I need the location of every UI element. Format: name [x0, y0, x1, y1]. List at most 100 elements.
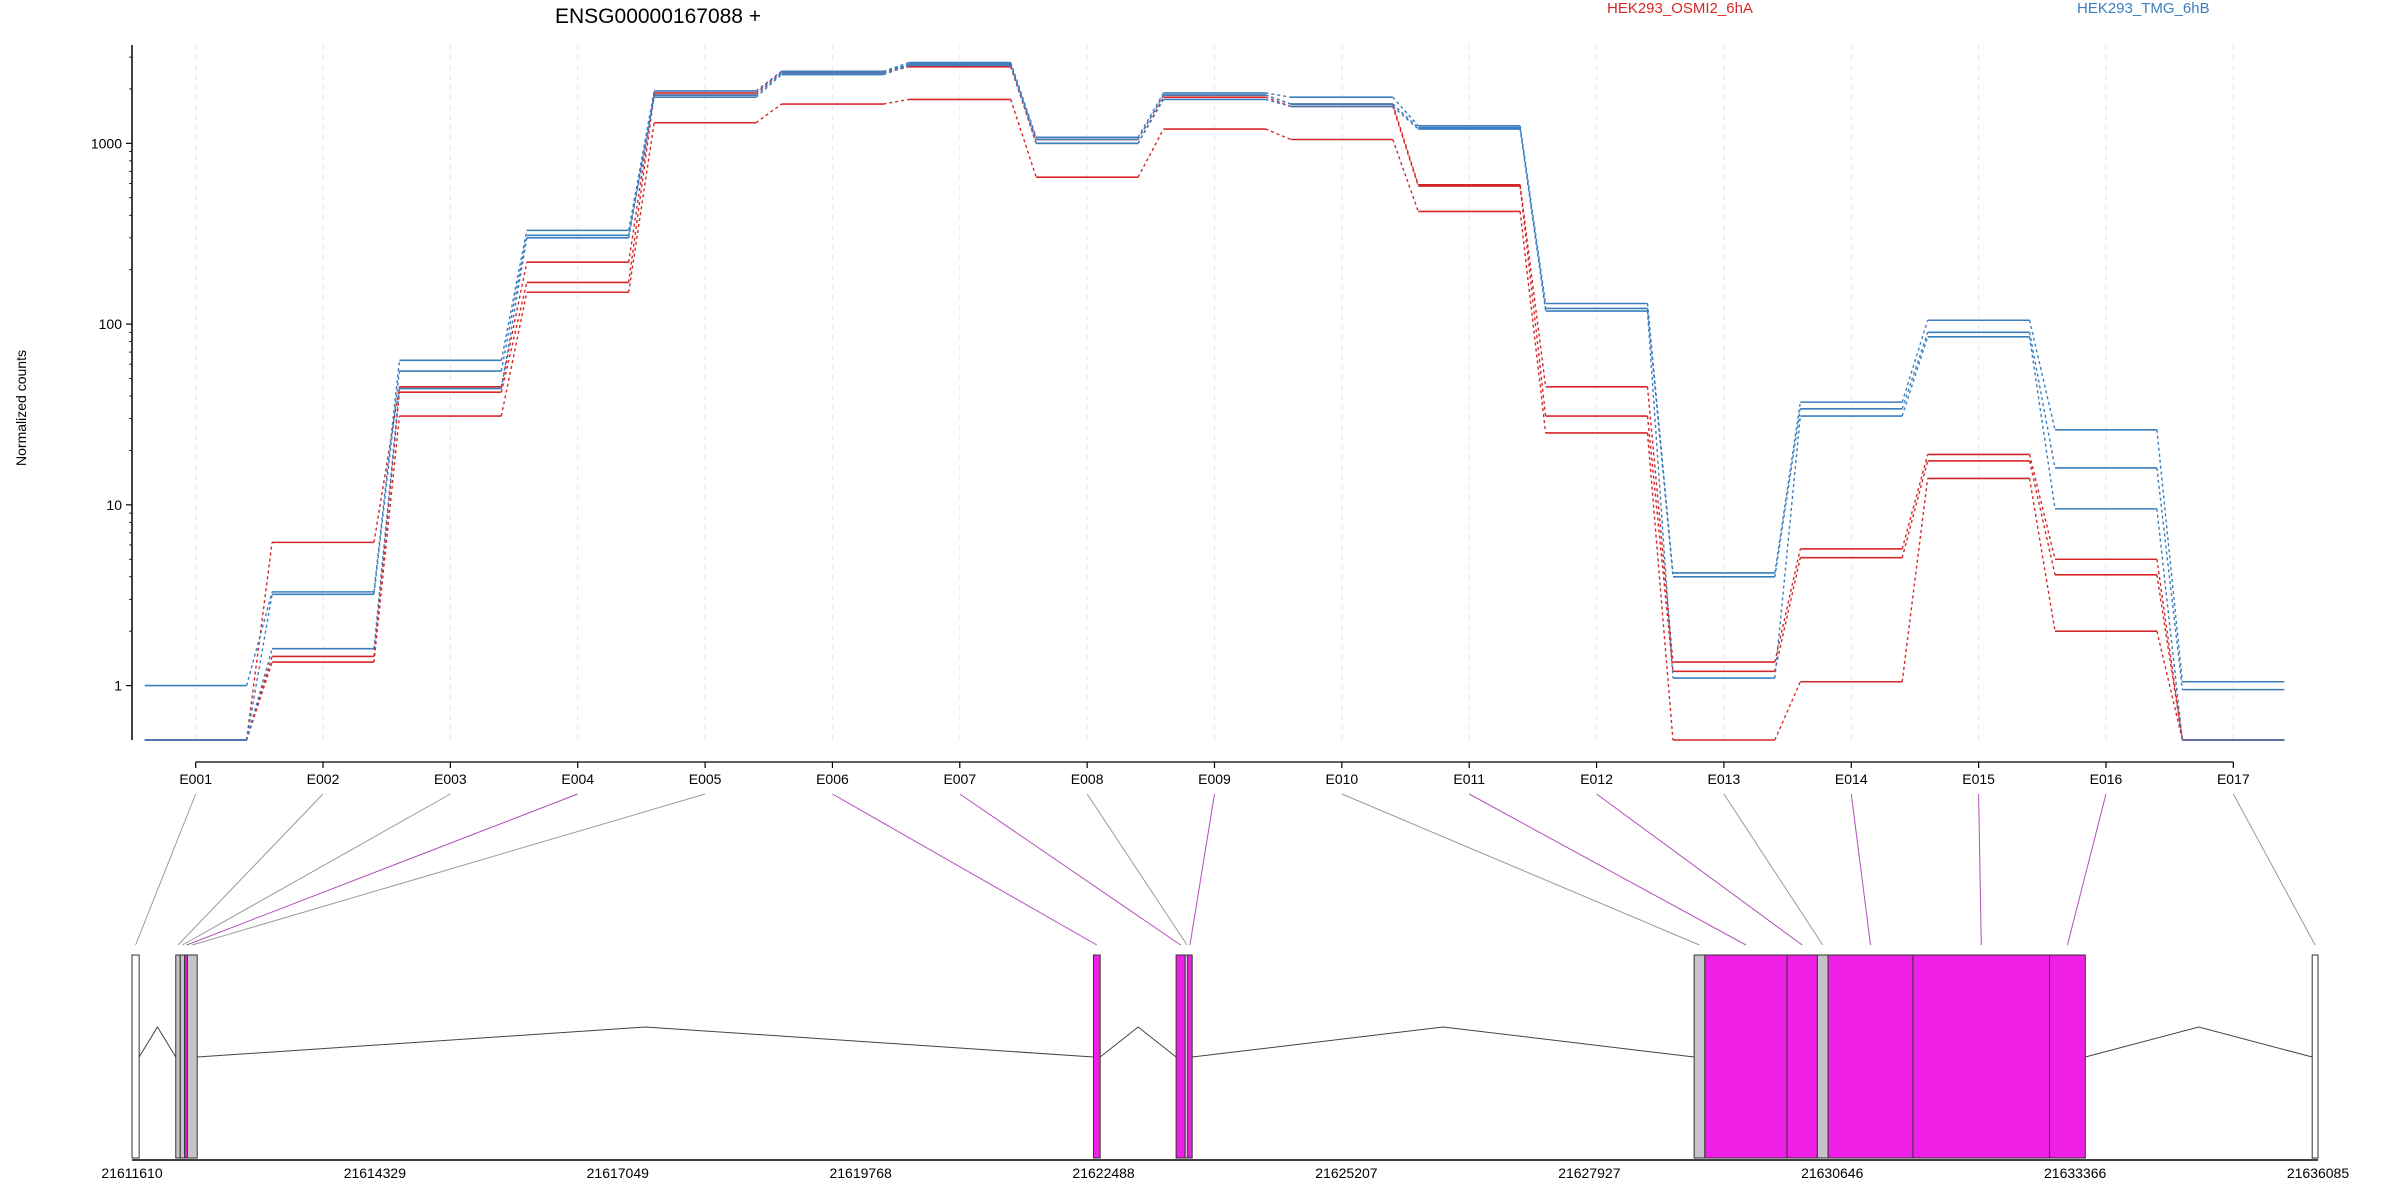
series-connector: [627, 122, 655, 293]
series-connector: [755, 70, 782, 94]
connector-E017: [2232, 793, 2316, 946]
connector-E002: [177, 793, 324, 946]
connector-E009: [1189, 793, 1215, 946]
exon-E005: [186, 954, 198, 1159]
series-connector: [1646, 386, 1674, 663]
series-connector: [1519, 211, 1547, 433]
series-connector: [1901, 336, 1929, 417]
x-tick-label: E014: [1835, 771, 1868, 787]
exon-E006: [1092, 954, 1101, 1159]
series-connector: [245, 594, 273, 741]
series-connector: [1392, 106, 1419, 187]
series-connector: [1646, 311, 1674, 679]
connector-E004: [186, 793, 578, 946]
series-connector: [1010, 62, 1037, 138]
axes: 1 10 100 1000 E001 E002 E003 E004 E005 E006 E007 E0…: [91, 45, 2250, 787]
genome-tick-label: 21630646: [1801, 1165, 1864, 1181]
exon-E014: [1827, 954, 1914, 1159]
connector-E005: [192, 793, 706, 946]
genome-tick-label: 21619768: [829, 1165, 892, 1181]
series-connector: [1519, 186, 1547, 417]
series-connector: [1265, 94, 1292, 105]
series-connector: [755, 70, 782, 92]
series-connector: [1774, 415, 1802, 679]
x-tick-label: E015: [1962, 771, 1995, 787]
exon-E010: [1693, 954, 1706, 1159]
exon-E001: [131, 954, 140, 1159]
x-tick-label: E009: [1198, 771, 1231, 787]
series-connector: [627, 90, 655, 231]
series-connector: [1010, 65, 1037, 144]
x-tick-label: E008: [1071, 771, 1104, 787]
series-connector: [1646, 308, 1674, 577]
connector-E003: [182, 793, 451, 946]
series-connector: [1774, 408, 1802, 577]
genome-tick-label: 21622488: [1072, 1165, 1135, 1181]
legend-item-tmg: HEK293_TMG_6hB: [2077, 0, 2210, 17]
genome-tick-label: 21617049: [587, 1165, 650, 1181]
exon-E012: [1786, 954, 1818, 1159]
legend-item-osmi2: HEK293_OSMI2_6hA: [1607, 0, 1753, 17]
series-connector: [1774, 402, 1802, 574]
series-connector: [1646, 432, 1674, 741]
exon-E017: [2311, 954, 2319, 1159]
exon-E003: [179, 954, 186, 1159]
x-tick-label: E017: [2217, 771, 2250, 787]
x-tick-label: E003: [434, 771, 467, 787]
series-connector: [1010, 99, 1037, 178]
series-connector: [1646, 303, 1674, 574]
x-tick-label: E012: [1580, 771, 1613, 787]
series-3: [144, 61, 2285, 687]
connector-E001: [135, 793, 197, 946]
series-connector: [373, 415, 401, 663]
exon-E015: [1912, 954, 2051, 1159]
series-connector: [1901, 320, 1929, 403]
exon-connectors: [135, 793, 2316, 946]
series-connector: [627, 94, 655, 283]
series-connector: [1392, 103, 1419, 185]
series-connector: [373, 386, 401, 543]
y-axis-label: Normalized counts: [13, 350, 29, 466]
exon-E011: [1704, 954, 1788, 1159]
genome-tick-label: 21614329: [344, 1165, 407, 1181]
series-connector: [1901, 460, 1929, 558]
series-connector: [1901, 332, 1929, 409]
series-connector: [500, 235, 528, 372]
series-connector: [2028, 454, 2056, 560]
series-connector: [245, 591, 273, 686]
series-connector: [1901, 454, 1929, 550]
x-tick-label: E010: [1326, 771, 1359, 787]
series-connector: [2156, 631, 2184, 741]
series-connector: [2028, 478, 2056, 632]
genome-tick-label: 21627927: [1558, 1165, 1621, 1181]
connector-E011: [1468, 793, 1747, 946]
exon-E016: [2049, 954, 2086, 1159]
genome-tick-label: 21611610: [101, 1165, 162, 1181]
series-connector: [755, 72, 782, 96]
y-tick-label: 1000: [91, 135, 122, 151]
x-tick-label: E004: [561, 771, 594, 787]
series-connector: [1265, 128, 1292, 141]
series-lines: [144, 61, 2285, 741]
connector-E007: [959, 793, 1181, 946]
x-tick-label: E006: [816, 771, 849, 787]
intron-junction: [197, 1026, 1094, 1058]
series-connector: [2156, 429, 2184, 682]
gene-model: 21611610 21614329 21617049 21619768 21622488…: [101, 954, 2349, 1181]
connector-E012: [1596, 793, 1803, 946]
series-connector: [1137, 99, 1165, 144]
series-connector: [1774, 681, 1801, 741]
genome-tick-label: 21625207: [1315, 1165, 1378, 1181]
series-connector: [1646, 415, 1674, 672]
series-connector: [1774, 548, 1802, 663]
genome-tick-label: 21633366: [2044, 1165, 2107, 1181]
series-connector: [1137, 92, 1165, 138]
series-connector: [2156, 574, 2184, 741]
series-connector: [2156, 508, 2184, 741]
series-connector: [373, 370, 401, 595]
series-connector: [883, 64, 910, 76]
connector-E013: [1723, 793, 1824, 946]
series-connector: [1265, 96, 1292, 108]
connector-E015: [1978, 793, 1982, 946]
